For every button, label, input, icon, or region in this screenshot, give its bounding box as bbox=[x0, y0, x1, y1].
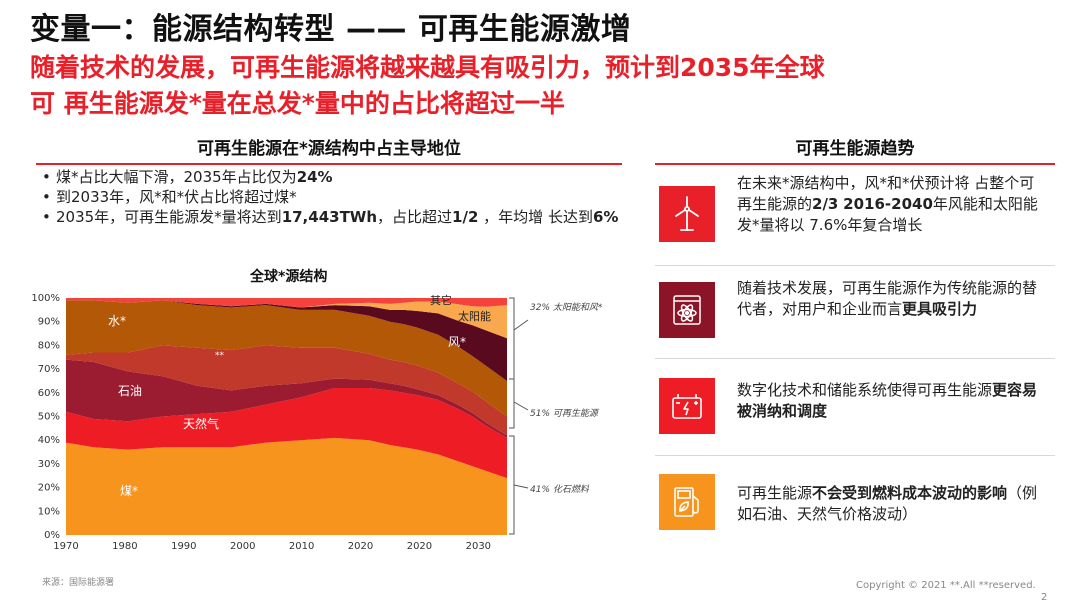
bracket-solar-wind bbox=[509, 297, 515, 380]
trend-card-attractive: 随着技术发展，可再生能源作为传统能源的替代者，对用户和企业而言更具吸引力 bbox=[655, 279, 1055, 350]
x-tick-label: 2000 bbox=[230, 541, 255, 552]
label-wind: 风* bbox=[448, 335, 466, 349]
x-tick-label: 1970 bbox=[53, 541, 78, 552]
y-axis: 0% 10% 20% 30% 40% 50% 60% 70% 80% 90% 100% bbox=[31, 293, 60, 541]
bracket-leader-3 bbox=[513, 484, 529, 489]
trend-card-digital: 数字化技术和储能系统使得可再生能源更容易被消纳和调度 bbox=[655, 376, 1055, 446]
label-other: 其它 bbox=[430, 293, 452, 307]
bracket-renewables bbox=[509, 297, 515, 429]
left-section-heading: 可再生能源在*源结构中占主导地位 bbox=[197, 139, 461, 159]
x-tick-label: 2020 bbox=[348, 541, 373, 552]
card-text: 随着技术发展，可再生能源作为传统能源的替代者，对用户和企业而言更具吸引力 bbox=[737, 279, 1038, 318]
copyright-text: Copyright © 2021 **.All **reserved. bbox=[856, 580, 1036, 591]
area-other bbox=[66, 298, 507, 308]
y-tick-label: 50% bbox=[38, 412, 60, 423]
page-number: 2 bbox=[1041, 592, 1048, 603]
left-bullet-list: 煤*占比大幅下滑，2035年占比仅为24% 到2033年，风*和*伏占比将超过煤… bbox=[42, 167, 622, 227]
label-gas: 天然气 bbox=[183, 416, 219, 431]
card-divider bbox=[655, 265, 1055, 266]
energy-mix-area-chart: 0%10%20%30%40%50%60%70%80%90%100% 1970 19… bbox=[31, 293, 603, 552]
fuel-pump-leaf-icon bbox=[659, 474, 715, 530]
y-tick-label: 10% bbox=[38, 506, 60, 517]
y-tick-label: 80% bbox=[38, 340, 60, 351]
y-tick-label: 40% bbox=[38, 435, 60, 446]
label-oil: 石油 bbox=[118, 384, 142, 398]
bullet-item: 到2033年，风*和*伏占比将超过煤* bbox=[42, 187, 622, 207]
x-tick-label: 2030 bbox=[466, 541, 491, 552]
annotation-renewables: 51% 可再生能源 bbox=[530, 408, 600, 419]
chart-series-labels: 水* ** 石油 天然气 煤* 风* 太阳能 其它 bbox=[108, 293, 491, 498]
trend-card-fuel-cost: 可再生能源不会受到燃料成本波动的影响（例如石油、天然气价格波动） bbox=[655, 472, 1055, 542]
right-heading-underline bbox=[655, 163, 1055, 165]
y-tick-label: 0% bbox=[44, 530, 60, 541]
card-divider bbox=[655, 455, 1055, 456]
x-axis: 1970 1980 1990 2000 2010 2020 2020 2030 bbox=[53, 541, 491, 552]
x-tick-label: 2010 bbox=[289, 541, 314, 552]
label-hydro: 水* bbox=[108, 314, 126, 328]
bracket-leader-2 bbox=[513, 401, 529, 411]
chart-source: 来源：国际能源署 bbox=[42, 578, 115, 588]
annotation-fossil: 41% 化石燃料 bbox=[530, 484, 590, 495]
x-tick-label: 1980 bbox=[112, 541, 137, 552]
card-text: 可再生能源不会受到燃料成本波动的影响（例如石油、天然气价格波动） bbox=[737, 484, 1038, 523]
y-tick-label: 100% bbox=[31, 293, 60, 304]
chart-annotations: 32% 太阳能和风* 51% 可再生能源 41% 化石燃料 bbox=[530, 302, 603, 495]
right-section-heading: 可再生能源趋势 bbox=[795, 139, 915, 159]
slide-title: 变量一：能源结构转型 —— 可再生能源激增 bbox=[30, 12, 632, 47]
y-tick-label: 30% bbox=[38, 459, 60, 470]
area-hydro bbox=[66, 300, 507, 417]
battery-icon bbox=[659, 378, 715, 434]
card-text: 数字化技术和储能系统使得可再生能源更容易被消纳和调度 bbox=[737, 381, 1038, 420]
card-divider bbox=[655, 358, 1055, 359]
y-tick-label: 20% bbox=[38, 483, 60, 494]
annotation-solar-wind: 32% 太阳能和风* bbox=[530, 302, 603, 313]
label-solar: 太阳能 bbox=[458, 309, 491, 323]
left-heading-underline bbox=[36, 163, 622, 165]
card-text: 在未来*源结构中，风*和*伏预计将 占整个可再生能源的2/3 2016-2040… bbox=[737, 174, 1038, 234]
area-gas bbox=[66, 388, 507, 479]
chart-title: 全球*源结构 bbox=[250, 269, 328, 285]
area-nuclear bbox=[66, 345, 507, 436]
bullet-item: 煤*占比大幅下滑，2035年占比仅为24% bbox=[42, 167, 622, 187]
slide-subtitle: 随着技术的发展，可再生能源将越来越具有吸引力，预计到2035年全球 可 再生能源… bbox=[30, 50, 1070, 122]
bullet-item: 2035年，可再生能源发*量将达到17,443TWh，占比超过1/2 ，年均增 … bbox=[42, 207, 622, 227]
label-nuclear: ** bbox=[215, 351, 225, 361]
y-tick-label: 70% bbox=[38, 364, 60, 375]
area-coal bbox=[66, 437, 507, 535]
chart-areas bbox=[66, 298, 507, 535]
atom-panel-icon bbox=[659, 282, 715, 338]
label-coal: 煤* bbox=[120, 484, 138, 498]
subtitle-line-1: 随着技术的发展，可再生能源将越来越具有吸引力，预计到2035年全球 bbox=[30, 53, 825, 82]
x-tick-label: 1990 bbox=[171, 541, 196, 552]
area-oil bbox=[66, 359, 507, 438]
trend-card-wind-solar: 在未来*源结构中，风*和*伏预计将 占整个可再生能源的2/3 2016-2040… bbox=[655, 174, 1055, 258]
chart-brackets bbox=[509, 297, 529, 535]
y-tick-label: 90% bbox=[38, 317, 60, 328]
area-wind bbox=[66, 300, 507, 381]
bracket-leader-1 bbox=[513, 319, 529, 331]
y-tick-label: 60% bbox=[38, 388, 60, 399]
wind-turbine-icon bbox=[659, 186, 715, 242]
subtitle-line-2: 可 再生能源发*量在总发*量中的占比将超过一半 bbox=[30, 89, 565, 118]
x-tick-label: 2020 bbox=[407, 541, 432, 552]
bracket-fossil bbox=[509, 435, 515, 535]
